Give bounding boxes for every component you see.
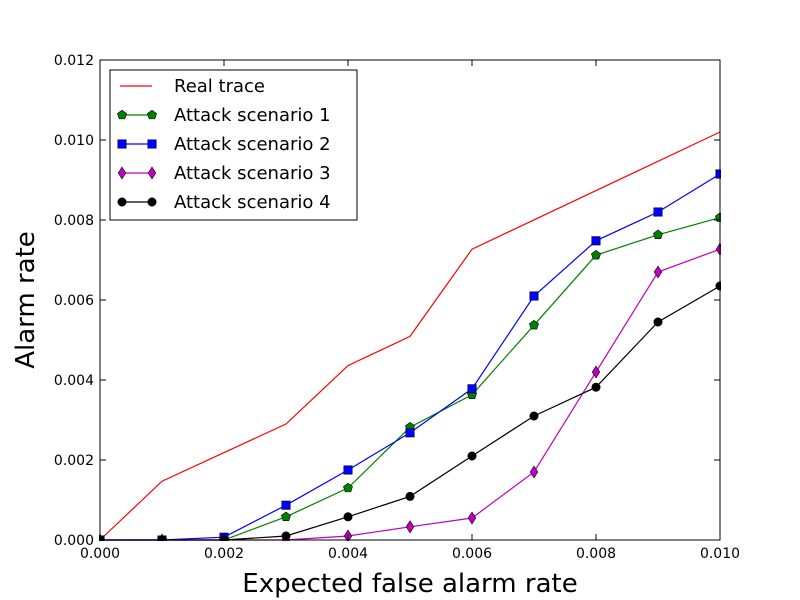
x-tick-label: 0.004 bbox=[328, 546, 368, 562]
data-point-attack-scenario-4 bbox=[343, 512, 353, 522]
x-tick-label: 0.000 bbox=[80, 546, 120, 562]
data-point-attack-scenario-3 bbox=[591, 365, 601, 379]
legend-marker-attack-scenario-4 bbox=[147, 197, 157, 207]
axis-ticks bbox=[99, 59, 721, 541]
y-tick-label: 0.004 bbox=[54, 373, 94, 389]
legend-marker-attack-scenario-1 bbox=[147, 109, 157, 120]
y-tick-label: 0.002 bbox=[54, 453, 94, 469]
data-point-attack-scenario-1 bbox=[591, 250, 601, 260]
data-point-attack-scenario-3 bbox=[467, 511, 477, 525]
legend-label-attack-scenario-1: Attack scenario 1 bbox=[174, 105, 331, 126]
legend-label-attack-scenario-4: Attack scenario 4 bbox=[174, 192, 331, 213]
legend-marker-attack-scenario-2 bbox=[117, 139, 127, 149]
legend-marker-attack-scenario-1 bbox=[117, 109, 127, 120]
y-tick-label: 0.008 bbox=[54, 213, 94, 229]
data-point-attack-scenario-3 bbox=[529, 465, 539, 479]
data-point-attack-scenario-4 bbox=[529, 411, 539, 421]
data-point-attack-scenario-2 bbox=[529, 291, 539, 301]
data-point-attack-scenario-1 bbox=[529, 320, 539, 330]
data-point-attack-scenario-2 bbox=[343, 465, 353, 475]
legend-marker-attack-scenario-2 bbox=[147, 139, 157, 149]
y-tick-label: 0.012 bbox=[54, 53, 94, 69]
x-axis-title: Expected false alarm rate bbox=[242, 569, 577, 599]
data-point-attack-scenario-4 bbox=[653, 317, 663, 327]
y-axis-title: Alarm rate bbox=[11, 231, 41, 369]
data-point-attack-scenario-1 bbox=[281, 511, 291, 521]
legend-entry-attack-scenario-1: Attack scenario 1 bbox=[117, 105, 331, 126]
legend-label-real-trace: Real trace bbox=[174, 76, 265, 97]
data-point-attack-scenario-2 bbox=[405, 428, 415, 438]
x-tick-label: 0.008 bbox=[576, 546, 616, 562]
data-point-attack-scenario-2 bbox=[591, 236, 601, 246]
y-tick-label: 0.006 bbox=[54, 293, 94, 309]
legend-marker-attack-scenario-4 bbox=[117, 197, 127, 207]
legend-entry-attack-scenario-4: Attack scenario 4 bbox=[117, 192, 331, 213]
data-point-attack-scenario-1 bbox=[343, 482, 353, 493]
y-tick-label: 0.010 bbox=[54, 133, 94, 149]
y-tick-labels: 0.000 0.002 0.004 0.006 0.008 0.010 0.012 bbox=[54, 53, 94, 549]
x-tick-labels: 0.000 0.002 0.004 0.006 0.008 0.010 bbox=[80, 546, 740, 562]
legend: Real trace Attack scenario 1 Attack scenar… bbox=[109, 69, 358, 221]
data-point-attack-scenario-4 bbox=[281, 531, 291, 541]
data-point-attack-scenario-2 bbox=[281, 500, 291, 510]
series-line-real-trace bbox=[99, 131, 721, 541]
data-point-attack-scenario-4 bbox=[467, 451, 477, 461]
legend-marker-attack-scenario-3 bbox=[147, 166, 157, 180]
legend-label-attack-scenario-3: Attack scenario 3 bbox=[174, 163, 331, 184]
data-point-attack-scenario-2 bbox=[467, 384, 477, 394]
series-layer bbox=[99, 131, 721, 541]
data-point-attack-scenario-1 bbox=[653, 229, 663, 239]
legend-label-attack-scenario-2: Attack scenario 2 bbox=[174, 134, 331, 155]
data-point-attack-scenario-3 bbox=[653, 265, 663, 279]
legend-entry-attack-scenario-3: Attack scenario 3 bbox=[117, 163, 331, 184]
legend-marker-attack-scenario-3 bbox=[117, 166, 127, 180]
x-tick-label: 0.006 bbox=[452, 546, 492, 562]
legend-entry-real-trace: Real trace bbox=[120, 76, 265, 97]
series-real-trace bbox=[99, 131, 721, 541]
data-point-attack-scenario-3 bbox=[405, 520, 415, 534]
x-tick-label: 0.002 bbox=[204, 546, 244, 562]
legend-entry-attack-scenario-2: Attack scenario 2 bbox=[117, 134, 331, 155]
y-tick-label: 0.000 bbox=[54, 533, 94, 549]
data-point-attack-scenario-4 bbox=[591, 382, 601, 392]
data-point-attack-scenario-4 bbox=[405, 491, 415, 501]
x-tick-label: 0.010 bbox=[700, 546, 740, 562]
data-point-attack-scenario-2 bbox=[653, 207, 663, 217]
